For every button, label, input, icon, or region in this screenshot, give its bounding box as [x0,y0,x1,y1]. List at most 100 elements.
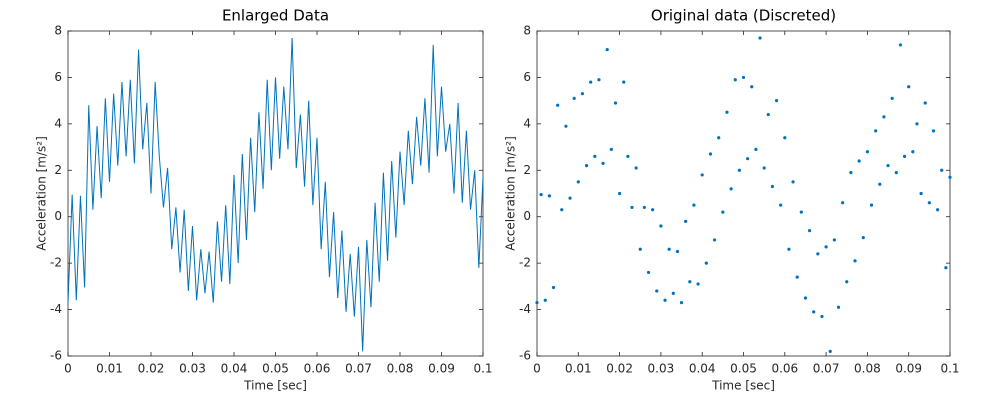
x-tick-label: 0 [64,362,72,376]
data-point [746,157,750,161]
data-point [618,191,622,196]
data-point [923,101,927,105]
y-tick-label: -4 [519,302,531,316]
chart-title: Enlarged Data [222,7,329,25]
data-point [907,85,911,89]
data-point [712,238,717,242]
data-point [642,205,646,210]
data-point [874,129,878,133]
x-tick-label: 0.07 [813,362,840,376]
x-tick-label: 0.03 [179,362,206,376]
plot-area [536,30,951,357]
data-point [696,282,700,286]
x-tick-label: 0.07 [345,362,372,376]
data-point [787,247,791,251]
data-point [564,124,568,128]
data-point [671,291,675,295]
data-point [944,266,948,270]
data-point [894,171,898,175]
data-point [820,314,824,319]
data-point [655,289,659,293]
data-point [675,249,680,254]
subplot: 0 0.01 0.02 0.03 0.04 0.05 0.06 0.07 0.08 0.09 0.1… [504,7,960,393]
chart-title: Original data (Discreted) [651,7,836,25]
y-tick-label: 4 [523,116,531,130]
x-tick-label: 0.03 [648,362,675,376]
data-point [556,103,560,107]
data-point [725,110,729,114]
data-point [779,203,783,207]
data-point [845,280,849,284]
data-point [700,173,704,177]
data-point [737,168,741,172]
x-tick-label: 0.05 [262,362,289,376]
data-point [824,245,828,249]
y-tick-label: 2 [54,163,62,177]
data-point [770,184,775,189]
data-point [762,166,766,170]
y-tick-label: -2 [519,256,531,270]
data-point [589,80,593,84]
data-point [911,150,915,154]
y-tick-label: 2 [523,163,531,177]
data-point [679,301,684,305]
data-point [841,201,845,205]
data-point [576,180,580,184]
data-point [861,236,865,240]
data-point [931,129,936,133]
x-tick-label: 0.09 [428,362,455,376]
y-tick-label: 6 [523,70,531,84]
data-point [927,201,931,205]
y-tick-label: 8 [523,24,531,38]
x-tick-label: 0.02 [606,362,633,376]
data-point [605,47,609,52]
x-tick-label: 0.04 [221,362,248,376]
x-tick-label: 0.1 [940,362,959,376]
data-point [580,92,585,96]
data-point [832,238,836,242]
data-point [902,154,907,158]
x-tick-label: 0.08 [854,362,881,376]
y-tick-label: 4 [54,116,62,130]
x-tick-label: 0.04 [689,362,716,376]
data-point [708,152,713,156]
data-point [729,187,733,191]
data-point [791,180,795,184]
data-point [651,208,655,212]
y-axis-label: Acceleration [m/s²] [504,136,518,251]
data-point [849,171,853,175]
data-point [807,229,812,233]
data-point [659,224,663,228]
data-point [816,252,820,256]
x-tick-label: 0.02 [138,362,165,376]
x-tick-label: 0.01 [96,362,123,376]
data-point [799,210,803,214]
data-point [783,136,787,140]
data-point [795,275,799,279]
data-point [539,193,543,197]
data-point [758,36,762,40]
data-point [667,247,671,251]
data-point [919,191,923,196]
y-axis-label: Acceleration [m/s²] [35,136,49,251]
x-axis-label: Time [sec] [243,379,307,393]
data-point [936,208,940,212]
data-point [584,164,589,168]
data-point [547,194,551,198]
y-tick-label: 0 [54,209,62,223]
y-tick-label: -6 [50,349,62,363]
data-point [878,182,882,186]
data-point [754,147,758,151]
y-tick-label: -6 [519,349,531,363]
data-point [551,285,556,290]
y-tick-label: 0 [523,209,531,223]
data-point [721,210,725,214]
data-point [688,280,692,284]
data-point [692,203,696,207]
data-point [572,96,576,100]
x-tick-label: 0.1 [473,362,492,376]
data-point [638,247,642,251]
data-point [646,270,651,275]
